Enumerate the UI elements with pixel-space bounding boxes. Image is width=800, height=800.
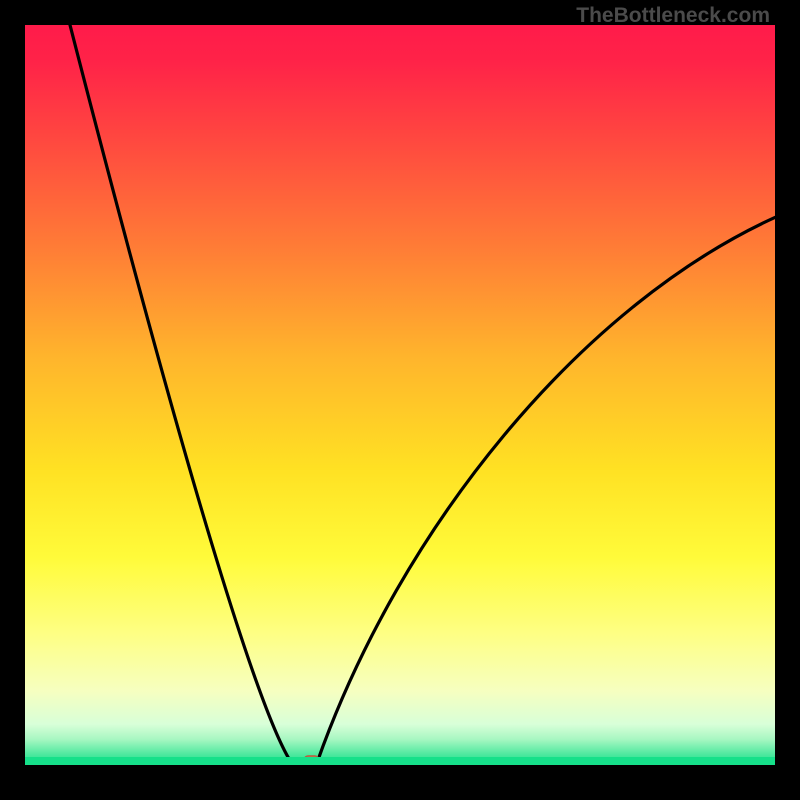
figure-frame: TheBottleneck.com	[0, 0, 800, 800]
baseline-strip	[25, 757, 775, 765]
watermark-label: TheBottleneck.com	[576, 4, 770, 28]
gradient-background	[25, 25, 775, 765]
bottleneck-chart	[25, 25, 775, 765]
